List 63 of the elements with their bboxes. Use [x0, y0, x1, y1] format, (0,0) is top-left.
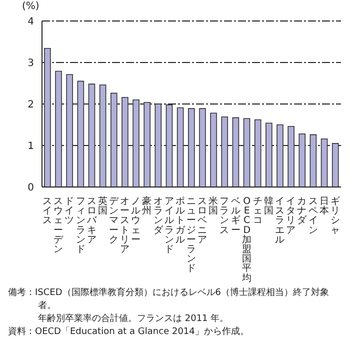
x-tick-label: ドイツ — [64, 196, 75, 226]
bar — [166, 104, 173, 187]
x-tick-label: イスラエル — [275, 196, 286, 246]
x-tick-label: チェコ — [252, 196, 263, 226]
bar — [254, 119, 262, 187]
bar — [320, 138, 328, 187]
bar — [243, 118, 250, 187]
bar — [55, 70, 62, 187]
x-tick-label: スウェーデン — [54, 196, 65, 255]
y-tick-label: 1 — [28, 141, 34, 152]
x-tick-label: ベルギー — [230, 196, 241, 236]
x-tick-label: ノルウェー — [131, 196, 142, 246]
bar — [221, 116, 228, 187]
text: 年齢別卒業率の合計値。フランスは 2011 年。 — [38, 314, 229, 324]
x-tick-label: オーストリア — [120, 196, 130, 255]
x-tick-label: スロベニア — [198, 196, 208, 246]
bar — [288, 126, 294, 187]
bar — [332, 143, 339, 187]
x-tick-label: 韓国 — [264, 195, 274, 217]
bar — [99, 84, 106, 187]
bar — [110, 92, 118, 187]
bar — [232, 117, 240, 187]
x-tick-label: 米国 — [208, 195, 219, 217]
category-label: OECD加盟国平均 — [242, 196, 252, 284]
bar — [122, 96, 128, 187]
x-tick-label: イタリア — [286, 196, 296, 236]
bar — [298, 133, 306, 187]
x-tick-label: フィンランド — [76, 196, 86, 255]
x-tick-label: 英国 — [98, 195, 108, 217]
y-axis-title: (%) — [22, 1, 40, 12]
bar — [276, 124, 284, 187]
text: 資料：OECD「Education at a Glance 2014」から作成。 — [8, 327, 249, 337]
bar — [132, 99, 140, 187]
x-tick-label: オランダ — [153, 196, 164, 236]
bar — [88, 84, 96, 187]
x-tick-label: ポルトガル — [175, 196, 186, 246]
text: 備考：ISCED（国際標準教育分類）におけるレベル6（博士課程相当）終了対象者。 — [8, 288, 329, 311]
y-tick-label: 0 — [28, 182, 34, 194]
x-tick-label: カナダ — [297, 196, 308, 226]
bar — [44, 48, 51, 187]
bar — [176, 107, 184, 187]
bar — [66, 74, 73, 187]
x-tick-label: フランス — [220, 196, 230, 236]
bar — [144, 102, 151, 187]
y-tick-label: 4 — [28, 16, 34, 28]
bar — [154, 104, 162, 187]
y-tick-label: 2 — [28, 100, 34, 111]
x-tick-label: 日本 — [319, 196, 330, 217]
bar — [199, 108, 206, 187]
bar — [310, 134, 317, 187]
x-tick-label: デンマーク — [108, 196, 120, 246]
bar — [210, 112, 217, 187]
x-tick-label: 豪州 — [142, 195, 152, 217]
bar — [266, 122, 272, 187]
bar — [188, 108, 195, 187]
x-tick-label: スペイン — [308, 196, 318, 236]
y-tick-label: 3 — [28, 58, 34, 70]
x-tick-label: ギリシャ — [330, 195, 340, 236]
x-tick-label: スイス — [42, 196, 53, 226]
x-tick-label: アイルランド — [164, 196, 174, 255]
bar — [77, 80, 84, 187]
x-tick-label: ニュージーランド — [186, 196, 196, 274]
x-tick-label: スロバキア — [86, 196, 98, 246]
